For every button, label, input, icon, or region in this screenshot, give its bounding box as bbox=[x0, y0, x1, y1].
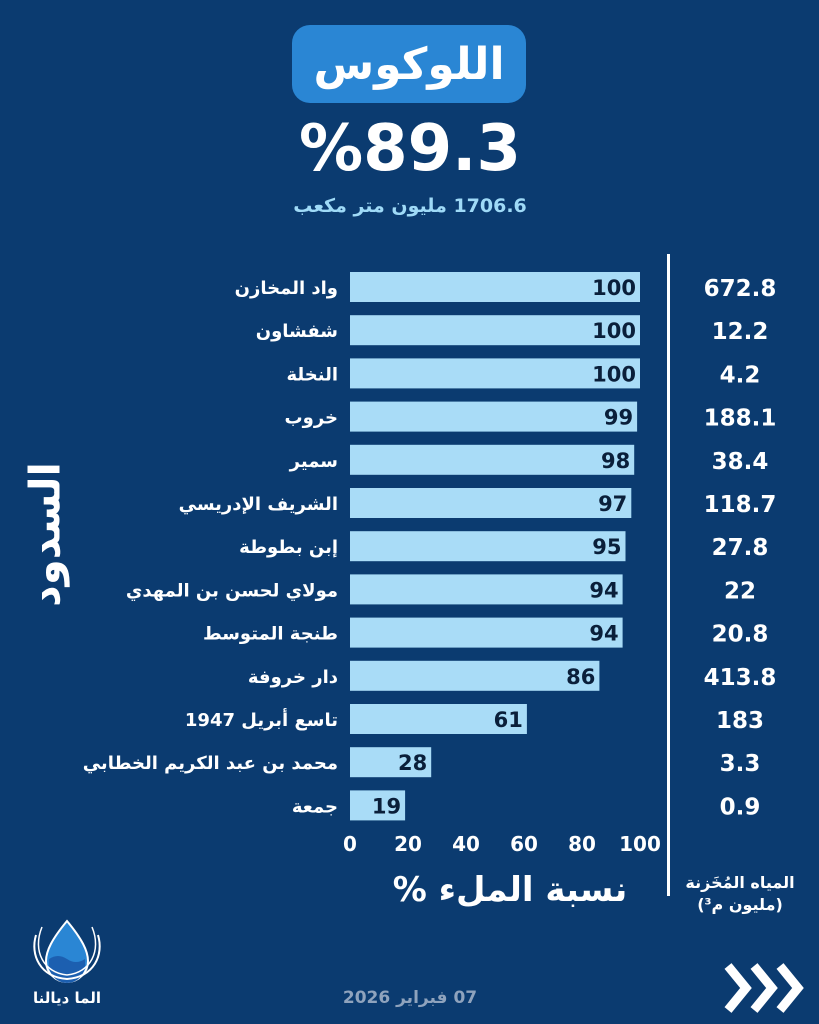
bar-value-label: 94 bbox=[589, 622, 618, 646]
bar bbox=[350, 488, 632, 518]
bar bbox=[350, 574, 623, 605]
logo-text: الما ديالنا bbox=[32, 989, 102, 1007]
x-tick-label: 60 bbox=[510, 832, 538, 856]
bar-value-label: 19 bbox=[372, 794, 401, 818]
x-tick-label: 20 bbox=[394, 832, 422, 856]
dam-name: محمد بن عبد الكريم الخطابي bbox=[83, 753, 338, 774]
dam-name: واد المخازن bbox=[235, 278, 338, 299]
stored-water-value: 22 bbox=[724, 578, 756, 604]
bar bbox=[350, 531, 626, 562]
dam-name: خروب bbox=[285, 408, 338, 429]
bar-value-label: 99 bbox=[604, 406, 633, 430]
bar-value-label: 94 bbox=[589, 578, 618, 602]
stored-water-label: المياه المُخَزنة (مليون م³) bbox=[680, 872, 800, 915]
stored-water-label-line2: (مليون م³) bbox=[697, 894, 783, 914]
stored-water-value: 3.3 bbox=[720, 751, 761, 777]
x-tick-label: 100 bbox=[619, 832, 661, 856]
bar bbox=[350, 444, 635, 475]
next-chevrons-icon[interactable] bbox=[722, 960, 806, 1016]
dam-name: دار خروفة bbox=[248, 667, 338, 688]
stored-water-value: 27.8 bbox=[712, 535, 769, 561]
bar bbox=[350, 660, 600, 691]
total-volume: 1706.6 مليون متر مكعب bbox=[293, 195, 527, 217]
x-axis-label: نسبة الملء % bbox=[392, 870, 628, 910]
bar bbox=[350, 401, 638, 432]
dam-name: سمير bbox=[289, 451, 338, 472]
stored-water-value: 38.4 bbox=[712, 449, 769, 475]
divider-line bbox=[667, 254, 670, 896]
water-drop-logo-icon bbox=[33, 919, 101, 983]
stored-water-value: 672.8 bbox=[704, 276, 777, 302]
dam-name: إبن بطوطة bbox=[239, 537, 338, 558]
stored-water-value: 4.2 bbox=[720, 362, 761, 388]
stored-water-value: 20.8 bbox=[712, 622, 769, 648]
fill-percentage: %89.3 bbox=[298, 112, 522, 186]
bar-value-label: 100 bbox=[592, 362, 636, 386]
stored-water-value: 183 bbox=[716, 708, 764, 734]
stored-water-value: 12.2 bbox=[712, 319, 769, 345]
bar-value-label: 28 bbox=[398, 751, 427, 775]
bar-value-label: 86 bbox=[566, 665, 595, 689]
basin-title-badge: اللوكوس bbox=[292, 25, 526, 103]
stored-water-value: 188.1 bbox=[704, 406, 777, 432]
stored-water-value: 0.9 bbox=[720, 794, 761, 820]
x-tick-label: 80 bbox=[568, 832, 596, 856]
dam-name: النخلة bbox=[286, 364, 338, 385]
bar bbox=[350, 790, 406, 821]
stored-water-label-line1: المياه المُخَزنة bbox=[685, 873, 795, 892]
bar bbox=[350, 358, 640, 389]
bar-value-label: 95 bbox=[592, 535, 621, 559]
bar-value-label: 97 bbox=[598, 492, 627, 516]
dam-name: تاسع أبريل 1947 bbox=[185, 708, 338, 731]
dam-name: طنجة المتوسط bbox=[203, 624, 338, 645]
x-tick-label: 40 bbox=[452, 832, 480, 856]
bar bbox=[350, 315, 640, 346]
dam-name: مولاي لحسن بن المهدي bbox=[126, 580, 338, 601]
bar bbox=[350, 747, 432, 778]
bar bbox=[350, 617, 623, 648]
dam-name: جمعة bbox=[292, 796, 338, 817]
dam-name: شفشاون bbox=[256, 321, 338, 342]
bar-value-label: 100 bbox=[592, 276, 636, 300]
bar-value-label: 61 bbox=[494, 708, 523, 732]
date: 07 فبراير 2026 bbox=[342, 988, 478, 1008]
stored-water-value: 118.7 bbox=[704, 492, 777, 518]
basin-title: اللوكوس bbox=[313, 38, 505, 90]
stored-water-value: 413.8 bbox=[704, 665, 777, 691]
bar bbox=[350, 272, 640, 302]
bar bbox=[350, 704, 527, 734]
x-tick-label: 0 bbox=[343, 832, 357, 856]
bar-value-label: 98 bbox=[601, 449, 630, 473]
logo: الما ديالنا bbox=[22, 915, 112, 1007]
dam-name: الشريف الإدريسي bbox=[179, 494, 338, 515]
bar-value-label: 100 bbox=[592, 319, 636, 343]
